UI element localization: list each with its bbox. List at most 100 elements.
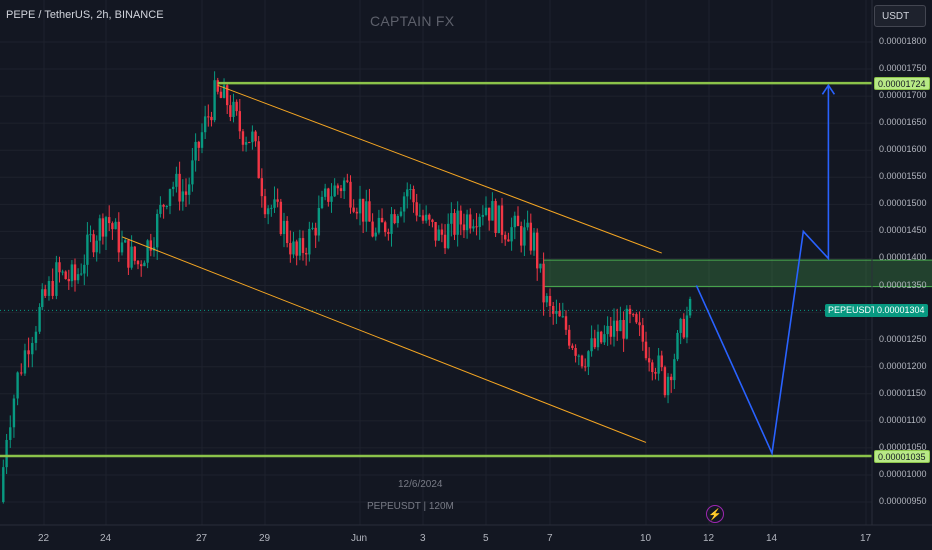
candle-body bbox=[124, 240, 127, 243]
candle-body bbox=[27, 350, 30, 355]
candle-body bbox=[279, 201, 283, 235]
candle-body bbox=[330, 196, 333, 202]
candle-body bbox=[600, 331, 603, 343]
candle-body bbox=[644, 341, 648, 359]
candle-body bbox=[298, 238, 302, 256]
candle-body bbox=[513, 215, 516, 228]
candle-body bbox=[136, 260, 140, 265]
candle-body bbox=[504, 234, 507, 240]
candle-body bbox=[34, 331, 38, 343]
channel-upper-line bbox=[217, 84, 662, 254]
candle-body bbox=[61, 271, 64, 273]
candlestick-series bbox=[2, 71, 692, 504]
candle-body bbox=[241, 131, 245, 145]
lightning-icon[interactable]: ⚡ bbox=[706, 505, 724, 523]
candle-body bbox=[431, 219, 434, 222]
candle-body bbox=[374, 232, 377, 237]
candle-body bbox=[532, 232, 536, 251]
candle-body bbox=[44, 289, 47, 296]
candle-body bbox=[146, 240, 149, 263]
candle-body bbox=[339, 188, 343, 192]
candle-body bbox=[552, 305, 555, 314]
candle-body bbox=[20, 372, 23, 374]
candle-body bbox=[670, 376, 673, 381]
candle-body bbox=[51, 280, 54, 296]
candle-body bbox=[647, 358, 651, 363]
watermark: CAPTAIN FX bbox=[370, 13, 455, 29]
candle-body bbox=[491, 201, 494, 221]
price-tick-label: 0.00001100 bbox=[879, 414, 926, 425]
candle-body bbox=[181, 191, 184, 202]
candle-body bbox=[574, 348, 577, 356]
candle-body bbox=[443, 234, 447, 249]
price-tick-label: 0.00000950 bbox=[879, 496, 927, 506]
candle-body bbox=[679, 318, 682, 333]
candle-body bbox=[685, 315, 689, 338]
candle-body bbox=[248, 142, 251, 144]
price-tick-label: 0.00001650 bbox=[879, 117, 927, 128]
candle-body bbox=[301, 238, 305, 253]
candle-body bbox=[55, 262, 58, 296]
candle-body bbox=[619, 319, 622, 332]
descending-channel bbox=[121, 84, 662, 443]
price-tick-label: 0.00001600 bbox=[879, 144, 927, 155]
candle-body bbox=[295, 241, 298, 256]
candle-body bbox=[529, 222, 532, 251]
projection-arrow-head bbox=[821, 83, 836, 95]
candle-body bbox=[31, 342, 34, 355]
candle-body bbox=[368, 201, 371, 222]
price-tick-label: 0.00001250 bbox=[879, 333, 927, 344]
candle-body bbox=[216, 80, 219, 92]
candle-body bbox=[484, 207, 488, 215]
candle-body bbox=[257, 141, 260, 179]
candle-body bbox=[317, 208, 321, 236]
candle-body bbox=[536, 232, 539, 269]
candle-body bbox=[641, 325, 644, 342]
candle-body bbox=[266, 208, 270, 215]
candle-body bbox=[622, 319, 625, 339]
candle-body bbox=[500, 205, 504, 235]
candle-body bbox=[101, 218, 105, 237]
symbol-title[interactable]: PEPE / TetherUS, 2h, BINANCE bbox=[6, 9, 164, 21]
candle-body bbox=[203, 116, 207, 133]
candle-body bbox=[92, 234, 95, 253]
candle-body bbox=[308, 228, 311, 255]
candle-body bbox=[450, 213, 453, 224]
projection-polyline bbox=[695, 85, 830, 457]
candle-body bbox=[676, 332, 679, 360]
candle-body bbox=[120, 242, 124, 253]
candle-body bbox=[352, 207, 355, 212]
candle-body bbox=[510, 227, 513, 242]
date-label: 12/6/2024 bbox=[398, 479, 443, 490]
candle-body bbox=[162, 204, 165, 207]
candle-body bbox=[159, 204, 162, 214]
candle-body bbox=[70, 264, 74, 282]
candle-body bbox=[276, 199, 279, 202]
candle-body bbox=[380, 217, 384, 223]
candle-body bbox=[320, 196, 324, 209]
candle-body bbox=[191, 160, 194, 185]
candle-body bbox=[9, 427, 12, 440]
candle-body bbox=[76, 274, 80, 281]
candle-body bbox=[5, 439, 8, 468]
candle-body bbox=[447, 223, 450, 249]
candle-body bbox=[421, 215, 425, 221]
candle-body bbox=[577, 355, 580, 357]
time-tick-label: Jun bbox=[351, 533, 368, 544]
candle-body bbox=[682, 318, 685, 338]
candle-body bbox=[210, 116, 213, 121]
candle-body bbox=[333, 185, 336, 197]
candle-body bbox=[168, 189, 172, 206]
candle-body bbox=[273, 199, 276, 208]
candle-body bbox=[465, 214, 469, 231]
time-tick-label: 12 bbox=[703, 533, 715, 544]
time-tick-label: 27 bbox=[196, 533, 208, 544]
candle-body bbox=[478, 216, 481, 227]
candle-body bbox=[263, 196, 267, 215]
candle-body bbox=[108, 217, 111, 224]
currency-selector[interactable]: USDT bbox=[874, 5, 926, 27]
candle-body bbox=[434, 221, 437, 241]
candle-body bbox=[336, 185, 340, 189]
time-tick-label: 17 bbox=[860, 533, 872, 544]
